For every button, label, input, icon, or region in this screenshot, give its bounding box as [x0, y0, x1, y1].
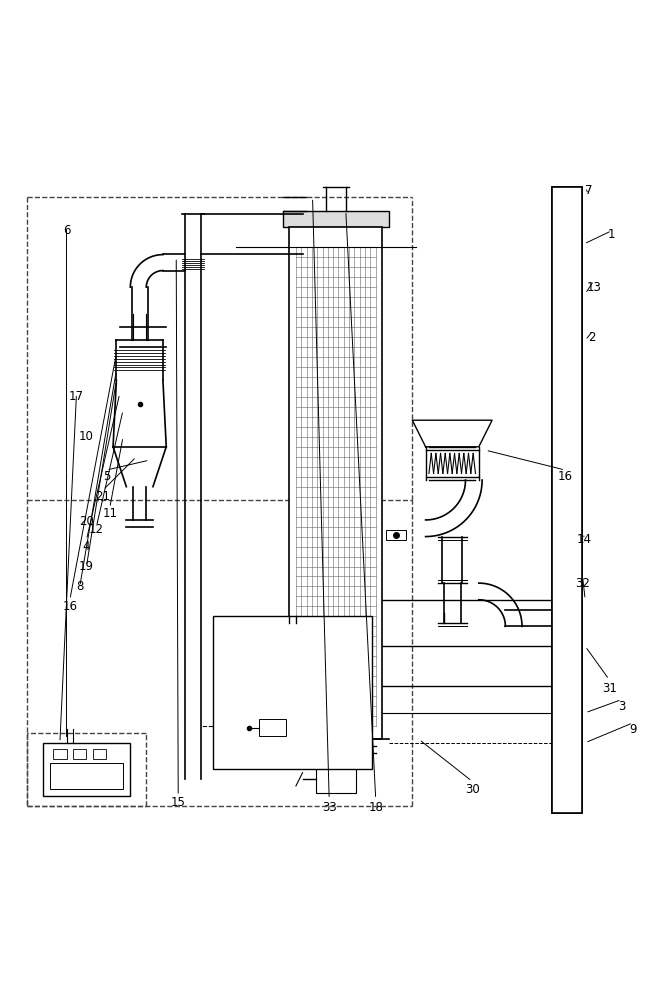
- Text: 18: 18: [368, 801, 383, 814]
- Text: 4: 4: [82, 540, 90, 553]
- Text: 19: 19: [79, 560, 94, 573]
- Bar: [316, 766, 356, 793]
- Text: 12: 12: [89, 523, 104, 536]
- Bar: [213, 616, 372, 769]
- Text: 16: 16: [63, 600, 77, 613]
- Text: 31: 31: [602, 682, 616, 695]
- Bar: [50, 763, 123, 789]
- Text: 16: 16: [558, 470, 573, 483]
- Text: 32: 32: [575, 577, 590, 590]
- Bar: [289, 227, 382, 739]
- Text: 21: 21: [96, 490, 110, 503]
- Bar: [73, 749, 86, 759]
- Text: 9: 9: [629, 723, 637, 736]
- Bar: [552, 187, 582, 813]
- Text: 14: 14: [577, 533, 591, 546]
- Text: 11: 11: [102, 507, 117, 520]
- Text: 33: 33: [322, 801, 336, 814]
- Text: 7: 7: [585, 184, 593, 197]
- Text: 3: 3: [618, 700, 626, 713]
- Text: 15: 15: [171, 796, 186, 809]
- Text: 10: 10: [79, 430, 94, 443]
- Text: 5: 5: [102, 470, 110, 483]
- Text: 17: 17: [69, 390, 84, 403]
- Text: 8: 8: [76, 580, 84, 593]
- Text: 13: 13: [587, 281, 601, 294]
- Bar: [552, 187, 582, 813]
- Text: 6: 6: [63, 224, 70, 237]
- Bar: [43, 743, 130, 796]
- Text: 20: 20: [79, 515, 94, 528]
- Bar: [53, 749, 66, 759]
- Bar: [386, 530, 406, 540]
- Bar: [93, 749, 106, 759]
- Bar: [283, 211, 389, 227]
- Text: 1: 1: [608, 228, 616, 240]
- Bar: [259, 719, 286, 736]
- Text: 2: 2: [588, 331, 596, 344]
- Text: 30: 30: [465, 783, 479, 796]
